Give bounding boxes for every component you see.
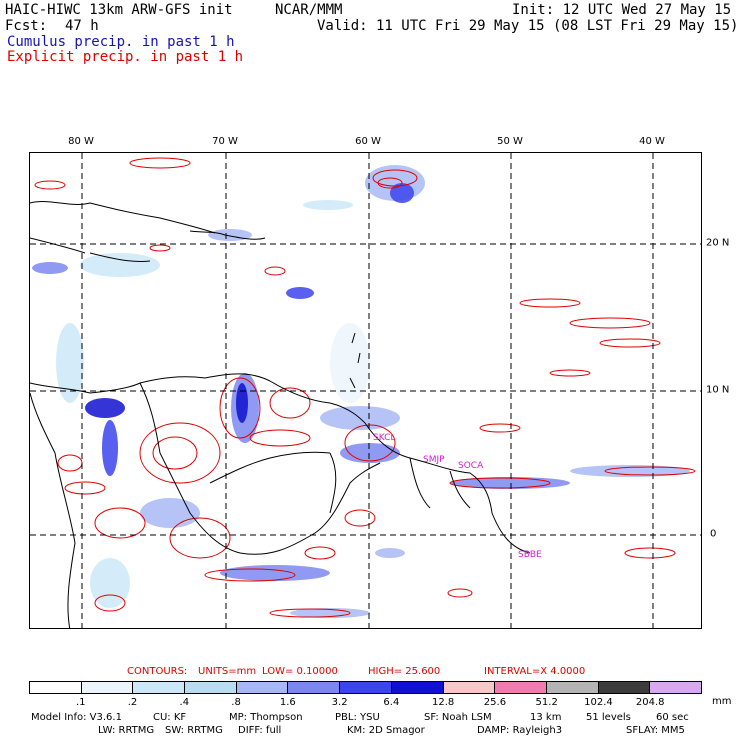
lon-label-50w: 50 W (497, 136, 523, 147)
forecast-label: Fcst: (5, 18, 48, 34)
colorbar-tick-label: 25.6 (483, 697, 507, 708)
run-title: HAIC-HIWC 13km ARW-GFS init (5, 2, 233, 18)
model-info-line1-2: MP: Thompson (229, 712, 303, 723)
model-info-line2-5: SFLAY: MM5 (626, 725, 685, 736)
lon-label-70w: 70 W (212, 136, 238, 147)
map-canvas (30, 153, 701, 628)
valid-time: Valid: 11 UTC Fri 29 May 15 (08 LST Fri … (317, 18, 739, 34)
contours-low: LOW= 0.10000 (262, 666, 338, 677)
model-info-line2-4: DAMP: Rayleigh3 (477, 725, 563, 736)
colorbar-tick-label: 3.2 (331, 697, 348, 708)
colorbar-tick-label: 12.8 (432, 697, 455, 708)
model-info-line2-3: KM: 2D Smagor (347, 725, 425, 736)
model-info-line1-4: SF: Noah LSM (424, 712, 492, 723)
contours-interval: INTERVAL=X 4.0000 (484, 666, 586, 677)
model-info-line2-0: LW: RRTMG (98, 725, 155, 736)
colorbar-swatch (650, 682, 701, 693)
colorbar-tick-label: 6.4 (383, 697, 400, 708)
station-sbbe: SBBE (518, 550, 542, 560)
model-info-line1-6: 51 levels (586, 712, 631, 723)
colorbar-tick-label: 51.2 (535, 697, 558, 708)
colorbar-swatch (340, 682, 392, 693)
colorbar-swatch (288, 682, 341, 693)
colorbar-swatch (236, 682, 289, 693)
forecast-hour: 47 h (65, 18, 99, 34)
colorbar (29, 681, 702, 694)
colorbar-tick-label: 204.8 (635, 697, 665, 708)
model-info-line1-0: Model Info: V3.6.1 (31, 712, 122, 723)
precip-map: SKCL SMJP SOCA SBBE (29, 152, 702, 629)
lat-label-10n: 10 N (706, 384, 730, 396)
contours-label: CONTOURS: (127, 666, 188, 677)
colorbar-swatch (81, 682, 134, 693)
explicit-precip-contours (34, 157, 696, 618)
station-skcl: SKCL (373, 433, 396, 443)
lat-label-0: 0 (710, 528, 717, 540)
colorbar-swatch (546, 682, 599, 693)
colorbar-swatch (495, 682, 547, 693)
colorbar-swatch (598, 682, 651, 693)
station-smjp: SMJP (423, 455, 445, 465)
colorbar-unit: mm (712, 696, 732, 707)
lon-label-60w: 60 W (355, 136, 381, 147)
colorbar-tick-label: .4 (179, 697, 190, 708)
colorbar-tick-label: .8 (231, 697, 241, 708)
colorbar-swatch (185, 682, 237, 693)
model-info-line1-7: 60 sec (656, 712, 689, 723)
contours-high: HIGH= 25.600 (368, 666, 441, 677)
organization: NCAR/MMM (275, 2, 343, 18)
cumulus-precip-shading (32, 165, 690, 618)
model-info-line1-5: 13 km (530, 712, 562, 723)
colorbar-tick-label: .2 (127, 697, 138, 708)
model-info-line1-3: PBL: YSU (335, 712, 380, 723)
lon-label-80w: 80 W (68, 136, 94, 147)
lat-label-20n: 20 N (706, 237, 730, 249)
colorbar-tick-label: 102.4 (584, 697, 613, 708)
model-info-line1-1: CU: KF (153, 712, 187, 723)
cumulus-legend: Cumulus precip. in past 1 h (7, 34, 235, 50)
model-info-line2-1: SW: RRTMG (165, 725, 223, 736)
explicit-legend: Explicit precip. in past 1 h (7, 49, 244, 65)
model-info-line2-2: DIFF: full (238, 725, 282, 736)
colorbar-swatch (443, 682, 496, 693)
coastlines (30, 201, 531, 628)
init-time: Init: 12 UTC Wed 27 May 15 (512, 2, 732, 18)
contours-units: UNITS=mm (198, 666, 257, 677)
colorbar-swatch (30, 682, 82, 693)
lon-label-40w: 40 W (639, 136, 665, 147)
colorbar-swatch (133, 682, 186, 693)
station-soca: SOCA (458, 461, 484, 471)
colorbar-swatch (391, 682, 444, 693)
graticule (30, 153, 701, 628)
colorbar-tick-label: 1.6 (279, 697, 296, 708)
colorbar-tick-label: .1 (75, 697, 86, 708)
